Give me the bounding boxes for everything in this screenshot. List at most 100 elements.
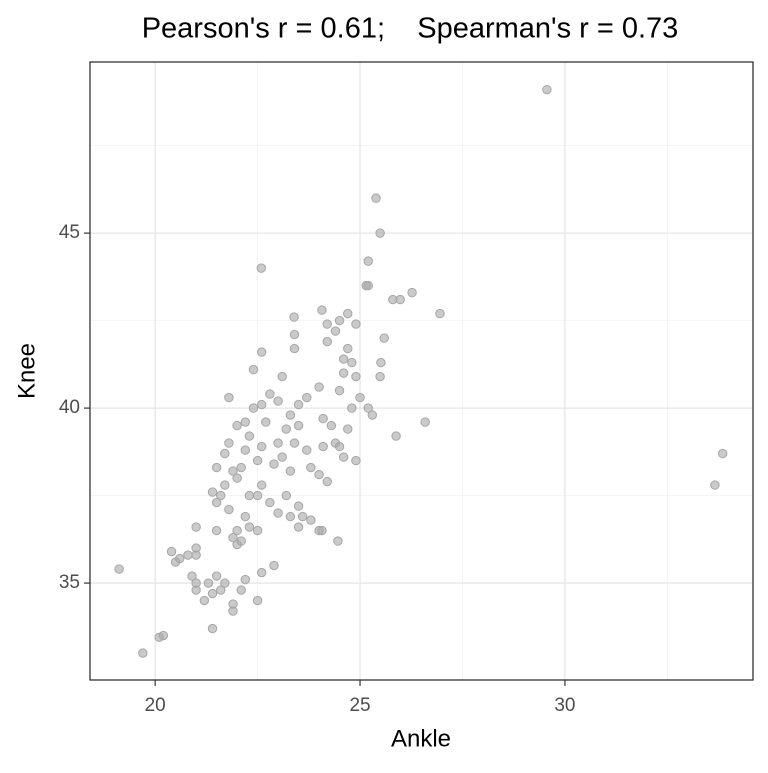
point bbox=[273, 508, 283, 518]
point bbox=[326, 420, 337, 431]
point bbox=[351, 319, 361, 329]
point bbox=[407, 287, 417, 298]
point bbox=[281, 490, 291, 501]
point bbox=[302, 392, 312, 403]
point bbox=[367, 410, 378, 420]
point bbox=[330, 326, 341, 336]
point bbox=[277, 452, 287, 462]
point bbox=[289, 343, 300, 354]
point bbox=[343, 343, 353, 354]
point bbox=[216, 585, 226, 595]
point bbox=[248, 403, 259, 413]
point bbox=[710, 480, 720, 490]
point bbox=[252, 595, 263, 606]
point bbox=[265, 497, 275, 508]
point bbox=[240, 445, 251, 455]
point bbox=[220, 480, 230, 490]
point bbox=[207, 623, 218, 634]
point bbox=[114, 564, 124, 574]
point bbox=[293, 420, 304, 431]
point bbox=[224, 504, 234, 515]
point bbox=[351, 455, 361, 466]
point bbox=[334, 441, 345, 452]
point bbox=[322, 319, 332, 329]
point bbox=[420, 417, 430, 427]
point bbox=[293, 399, 304, 410]
point bbox=[265, 389, 275, 399]
point bbox=[220, 578, 230, 588]
point bbox=[376, 357, 386, 368]
x-tick-label: 25 bbox=[349, 695, 370, 716]
point bbox=[293, 501, 304, 511]
point bbox=[388, 294, 398, 305]
point bbox=[256, 263, 266, 273]
point bbox=[343, 308, 353, 319]
point bbox=[306, 515, 316, 525]
point bbox=[375, 228, 385, 238]
point bbox=[273, 396, 283, 406]
point bbox=[371, 193, 381, 203]
point bbox=[244, 431, 255, 441]
point bbox=[220, 448, 230, 459]
point bbox=[277, 371, 287, 382]
point bbox=[252, 455, 263, 466]
point bbox=[228, 599, 238, 609]
point bbox=[363, 256, 373, 266]
point bbox=[281, 424, 291, 434]
point bbox=[236, 462, 246, 473]
point bbox=[297, 511, 308, 522]
point bbox=[232, 525, 242, 536]
point bbox=[269, 459, 279, 469]
point bbox=[158, 630, 169, 641]
x-tick-label: 20 bbox=[145, 695, 166, 716]
point bbox=[244, 490, 255, 501]
point bbox=[293, 522, 304, 532]
point bbox=[224, 438, 234, 448]
point bbox=[302, 445, 312, 455]
point bbox=[435, 308, 445, 319]
point bbox=[244, 522, 255, 532]
point bbox=[236, 585, 246, 595]
point bbox=[228, 532, 238, 543]
y-axis-label: Knee bbox=[13, 343, 40, 399]
point bbox=[256, 567, 267, 578]
point bbox=[314, 469, 324, 480]
point bbox=[211, 525, 222, 536]
point bbox=[318, 441, 328, 452]
point bbox=[318, 413, 328, 424]
point bbox=[175, 553, 185, 564]
y-tick-label: 40 bbox=[59, 397, 80, 418]
point bbox=[191, 522, 201, 532]
point bbox=[317, 305, 327, 315]
point bbox=[285, 511, 296, 522]
point bbox=[334, 385, 345, 396]
point bbox=[166, 546, 177, 557]
point bbox=[351, 371, 361, 382]
point bbox=[211, 497, 222, 508]
point bbox=[338, 368, 349, 378]
point bbox=[355, 392, 365, 403]
point bbox=[228, 466, 238, 476]
point bbox=[273, 438, 283, 448]
point bbox=[232, 539, 242, 550]
x-tick-label: 30 bbox=[554, 695, 575, 716]
point bbox=[256, 480, 267, 490]
x-axis-label: Ankle bbox=[391, 725, 451, 752]
point bbox=[717, 448, 728, 459]
point bbox=[314, 525, 324, 536]
point bbox=[187, 571, 197, 581]
point bbox=[224, 392, 234, 403]
point bbox=[256, 347, 267, 357]
point bbox=[252, 490, 263, 501]
point bbox=[542, 84, 552, 95]
point bbox=[211, 571, 222, 581]
point bbox=[334, 315, 345, 326]
point bbox=[191, 550, 201, 560]
point bbox=[363, 403, 373, 413]
point bbox=[232, 473, 242, 483]
point bbox=[322, 336, 332, 347]
point bbox=[363, 280, 373, 291]
y-tick-label: 35 bbox=[59, 572, 80, 593]
point bbox=[306, 462, 316, 473]
